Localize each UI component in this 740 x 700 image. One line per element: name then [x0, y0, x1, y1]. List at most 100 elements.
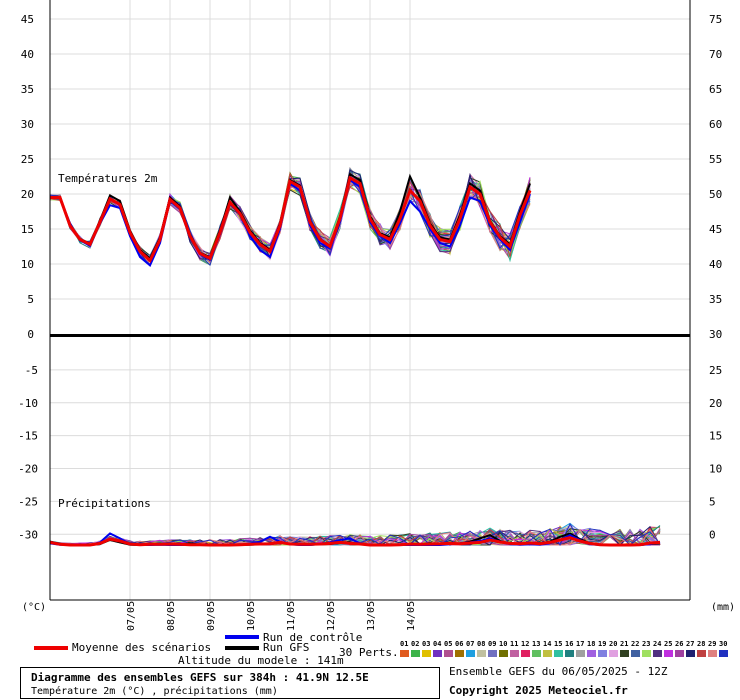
temp-left-tick: 25 [21, 153, 34, 166]
day-gridlines [129, 0, 411, 600]
temp-left-tick: 45 [21, 13, 34, 26]
temperature-panel-title: Températures 2m [58, 172, 158, 185]
pert-number: 24 [653, 640, 662, 648]
temp-left-tick: 15 [21, 223, 34, 236]
pert-number: 01 [400, 640, 409, 648]
temp-right-tick: 55 [709, 153, 722, 166]
pert-color-swatch [609, 650, 618, 657]
control-legend-label: Run de contrôle [263, 631, 363, 644]
pert-color-swatch [477, 650, 486, 657]
temp-right-tick: 50 [709, 188, 722, 201]
temp-right-tick: 30 [709, 328, 722, 341]
altitude-label: Altitude du modele : 141m [178, 654, 344, 667]
pert-number: 14 [543, 640, 552, 648]
precipitation-panel-title: Précipitations [58, 497, 151, 510]
pert-number: 20 [609, 640, 618, 648]
info-box: Diagramme des ensembles GEFS sur 384h : … [20, 667, 440, 699]
temp-left-tick: 30 [21, 118, 34, 131]
pert-number: 22 [631, 640, 640, 648]
temp-right-tick: 35 [709, 293, 722, 306]
pert-number: 02 [411, 640, 420, 648]
pert-color-swatch [598, 650, 607, 657]
pert-color-swatch [411, 650, 420, 657]
plot-frames [49, 0, 691, 601]
pert-number: 29 [708, 640, 717, 648]
day-tick-label: 07/05 [126, 601, 137, 631]
diagram-subtitle: Température 2m (°C) , précipitations (mm… [31, 686, 278, 697]
pert-number: 03 [422, 640, 431, 648]
day-tick-label: 09/05 [206, 601, 217, 631]
pert-color-swatch [444, 650, 453, 657]
temp-right-tick: 70 [709, 48, 722, 61]
day-tick-label: 12/05 [326, 601, 337, 631]
pert-color-swatch [532, 650, 541, 657]
temp-right-tick: 40 [709, 258, 722, 271]
pert-number: 08 [477, 640, 486, 648]
pert-color-swatch [631, 650, 640, 657]
day-tick-label: 11/05 [286, 601, 297, 631]
pert-color-swatch [675, 650, 684, 657]
day-tick-label: 13/05 [366, 601, 377, 631]
pert-number: 12 [521, 640, 530, 648]
precip-left-tick: -30 [18, 528, 38, 541]
day-tick-label: 14/05 [406, 601, 417, 631]
mean-legend-swatch [34, 646, 68, 650]
diagram-title: Diagramme des ensembles GEFS sur 384h : … [31, 671, 369, 684]
temp-left-tick: 5 [27, 293, 34, 306]
precip-left-tick: -25 [18, 495, 38, 508]
pert-number: 05 [444, 640, 453, 648]
precip-left-tick: -20 [18, 463, 38, 476]
pert-color-swatch [543, 650, 552, 657]
series-line [50, 175, 532, 263]
pert-color-swatch [455, 650, 464, 657]
temp-right-tick: 45 [709, 223, 722, 236]
pert-color-swatch [642, 650, 651, 657]
pert-color-swatch [422, 650, 431, 657]
pert-number: 13 [532, 640, 541, 648]
pert-color-swatch [576, 650, 585, 657]
precip-right-tick: 25 [709, 364, 722, 377]
temp-left-tick: 20 [21, 188, 34, 201]
run-date-label: Ensemble GEFS du 06/05/2025 - 12Z [449, 665, 668, 678]
temp-left-tick: 10 [21, 258, 34, 271]
precip-left-tick: -15 [18, 430, 38, 443]
precip-right-tick: 20 [709, 397, 722, 410]
pert-color-swatch [433, 650, 442, 657]
perts-legend-label: 30 Perts. [339, 646, 399, 659]
pert-color-swatch [697, 650, 706, 657]
pert-color-swatch [686, 650, 695, 657]
temp-right-tick: 75 [709, 13, 722, 26]
pert-number: 11 [510, 640, 519, 648]
gfs-legend-swatch [225, 646, 259, 650]
precip-right-tick: 0 [709, 528, 716, 541]
precip-right-tick: 15 [709, 430, 722, 443]
pert-color-swatch [587, 650, 596, 657]
pert-color-swatch [620, 650, 629, 657]
pert-color-swatch [400, 650, 409, 657]
control-legend-swatch [225, 635, 259, 639]
pert-number: 07 [466, 640, 475, 648]
precip-right-tick: 5 [709, 495, 716, 508]
day-tick-label: 10/05 [246, 601, 257, 631]
temp-left-tick: 40 [21, 48, 34, 61]
precip-left-tick: -5 [25, 364, 38, 377]
right-axis-unit: (mm) [711, 602, 735, 613]
pert-number: 26 [675, 640, 684, 648]
pert-color-swatch [653, 650, 662, 657]
mean-legend-label: Moyenne des scénarios [72, 641, 212, 654]
precip-right-tick: 10 [709, 463, 722, 476]
temp-left-tick: 35 [21, 83, 34, 96]
pert-color-swatch [664, 650, 673, 657]
series-line [49, 536, 661, 547]
pert-number: 17 [576, 640, 585, 648]
pert-number: 06 [455, 640, 464, 648]
pert-number: 25 [664, 640, 673, 648]
pert-number: 19 [598, 640, 607, 648]
pert-number: 10 [499, 640, 508, 648]
temp-left-tick: 0 [27, 328, 34, 341]
tick-labels: 45403530252015105075706560555045403530-5… [18, 13, 722, 631]
pert-number: 23 [642, 640, 651, 648]
pert-number: 28 [697, 640, 706, 648]
left-axis-unit: (°C) [22, 602, 46, 613]
